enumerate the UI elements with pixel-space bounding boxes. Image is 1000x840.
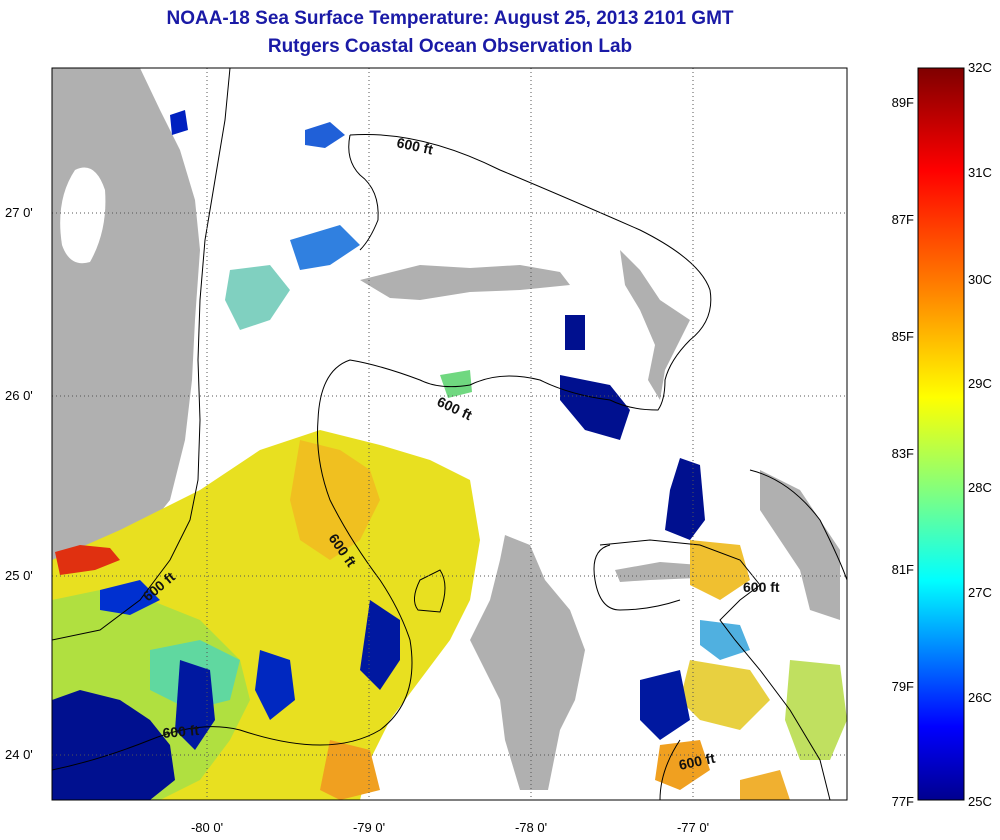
contour-label-600ft: 600 ft bbox=[743, 579, 780, 595]
lake-okeechobee bbox=[60, 167, 106, 264]
colorbar-celsius-label: 25C bbox=[968, 794, 992, 809]
new-providence-land bbox=[615, 562, 700, 582]
contour-label-600ft: 600 ft bbox=[677, 750, 716, 773]
600ft-contours bbox=[52, 68, 847, 800]
lon-tick-label: -78 0' bbox=[515, 820, 547, 835]
colorbar-celsius-label: 28C bbox=[968, 480, 992, 495]
grid-lines bbox=[52, 68, 847, 800]
colorbar-celsius-label: 29C bbox=[968, 376, 992, 391]
colorbar-fahrenheit-label: 79F bbox=[892, 679, 914, 694]
colorbar-celsius-label: 27C bbox=[968, 585, 992, 600]
colorbar-celsius-label: 26C bbox=[968, 690, 992, 705]
colorbar-fahrenheit-label: 83F bbox=[892, 446, 914, 461]
sst-data-layer bbox=[52, 110, 847, 800]
andros-land bbox=[470, 535, 585, 790]
lon-tick-label: -79 0' bbox=[353, 820, 385, 835]
lat-tick-label: 25 0' bbox=[5, 568, 33, 583]
colorbar-fahrenheit-label: 89F bbox=[892, 95, 914, 110]
colorbar-celsius-label: 31C bbox=[968, 165, 992, 180]
map-subtitle: Rutgers Coastal Ocean Observation Lab bbox=[267, 36, 633, 57]
grand-bahama-land bbox=[360, 265, 570, 300]
colorbar-fahrenheit-label: 85F bbox=[892, 329, 914, 344]
lon-tick-label: -80 0' bbox=[191, 820, 223, 835]
lat-tick-label: 26 0' bbox=[5, 388, 33, 403]
abaco-land bbox=[620, 250, 690, 400]
eleuthera-land bbox=[760, 470, 840, 620]
colorbar-fahrenheit-label: 77F bbox=[892, 794, 914, 809]
colorbar-celsius-label: 30C bbox=[968, 272, 992, 287]
colorbar-fahrenheit-label: 87F bbox=[892, 212, 914, 227]
lat-tick-label: 27 0' bbox=[5, 205, 33, 220]
colorbar-fahrenheit-label: 81F bbox=[892, 562, 914, 577]
lon-tick-label: -77 0' bbox=[677, 820, 709, 835]
contour-label-600ft: 600 ft bbox=[395, 134, 434, 157]
lat-tick-label: 24 0' bbox=[5, 747, 33, 762]
contour-label-600ft: 600 ft bbox=[162, 722, 200, 741]
map-title: NOAA-18 Sea Surface Temperature: August … bbox=[166, 8, 734, 29]
colorbar bbox=[917, 67, 965, 801]
colorbar-celsius-label: 32C bbox=[968, 60, 992, 75]
